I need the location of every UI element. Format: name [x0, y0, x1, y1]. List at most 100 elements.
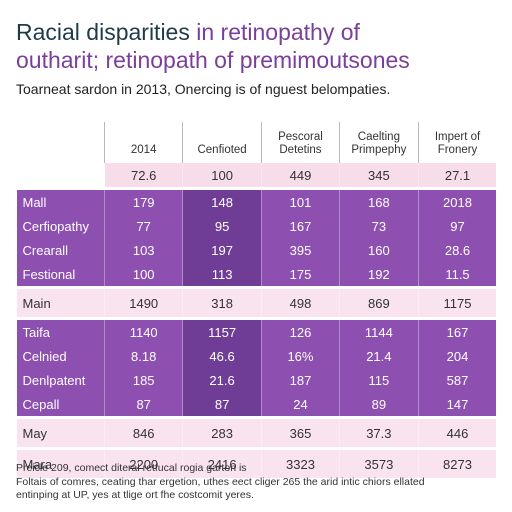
- table-cell: 446: [417, 419, 497, 447]
- table-cell: 87: [103, 392, 183, 416]
- row-label: [16, 163, 105, 187]
- table-row: Mall 179 148 101 168 2018: [16, 190, 497, 214]
- row-label: Cepall: [16, 392, 105, 416]
- row-label: Taifa: [16, 320, 105, 344]
- table-cell: 167: [260, 214, 340, 238]
- table-cell: 167: [417, 320, 497, 344]
- table-cell: 395: [260, 238, 340, 262]
- table-cell: 46.6: [182, 344, 262, 368]
- row-label: Main: [16, 289, 105, 317]
- column-header-corner: [17, 122, 105, 163]
- row-label: May: [16, 419, 105, 447]
- row-label: Festional: [16, 262, 105, 286]
- table-row: Festional 100 113 175 192 11.5: [16, 262, 497, 286]
- title-line1-accent: in retinopathy of: [196, 19, 360, 45]
- table-cell: 147: [417, 392, 497, 416]
- table-cell: 1175: [417, 289, 497, 317]
- table-cell: 3323: [260, 450, 340, 478]
- row-label: Cerfiopathy: [16, 214, 105, 238]
- table-cell: 101: [260, 190, 340, 214]
- table-cell: 175: [260, 262, 340, 286]
- row-spacer: [16, 187, 497, 190]
- data-table-container: 2014 Cenfioted Pescoral Detetins Caelting P…: [16, 122, 497, 478]
- table-cell: 846: [103, 419, 183, 447]
- column-header-4: Caelting Primpephy: [339, 122, 419, 163]
- table-cell: 113: [182, 262, 262, 286]
- footnote-line2: Foltais of comres, ceating thar ergetion…: [16, 475, 425, 488]
- table-cell: 318: [182, 289, 262, 317]
- table-cell: 95: [182, 214, 262, 238]
- table-row: Mara 2200 2416 3323 3573 8273: [16, 450, 497, 478]
- spacer-cell: [16, 447, 497, 450]
- column-header-1: 2014: [103, 122, 183, 163]
- table-cell: 28.6: [417, 238, 497, 262]
- table-cell: 449: [260, 163, 340, 187]
- table-row: Cerfiopathy 77 95 167 73 97: [16, 214, 497, 238]
- spacer-cell: [16, 187, 497, 190]
- table-row: Cepall 87 87 24 89 147: [16, 392, 497, 416]
- table-cell: 24: [260, 392, 340, 416]
- table-cell: 345: [339, 163, 419, 187]
- row-spacer: [16, 447, 497, 450]
- table-cell: 204: [417, 344, 497, 368]
- table-cell: 87: [182, 392, 262, 416]
- table-cell: 3573: [339, 450, 419, 478]
- column-header-3: Pescoral Detetins: [260, 122, 340, 163]
- table-cell: 283: [182, 419, 262, 447]
- column-header-5: Impert of Fronery: [417, 122, 497, 163]
- title-line1-dark: Racial disparities: [16, 19, 197, 45]
- spacer-cell: [16, 286, 497, 289]
- table-row: Crearall 103 197 395 160 28.6: [16, 238, 497, 262]
- table-cell: 185: [103, 368, 183, 392]
- table-cell: 1140: [103, 320, 183, 344]
- table-cell: 192: [339, 262, 419, 286]
- table-cell: 21.6: [182, 368, 262, 392]
- table-cell: 2018: [417, 190, 497, 214]
- table-cell: 73: [339, 214, 419, 238]
- row-label: Denlpatent: [16, 368, 105, 392]
- table-cell: 2416: [182, 450, 262, 478]
- table-cell: 1490: [103, 289, 183, 317]
- table-cell: 498: [260, 289, 340, 317]
- row-spacer: [16, 317, 497, 320]
- spacer-cell: [16, 317, 497, 320]
- row-label: Celnied: [16, 344, 105, 368]
- table-cell: 160: [339, 238, 419, 262]
- table-cell: 100: [103, 262, 183, 286]
- table-cell: 179: [103, 190, 183, 214]
- table-cell: 37.3: [339, 419, 419, 447]
- table-cell: 1157: [182, 320, 262, 344]
- table-cell: 77: [103, 214, 183, 238]
- table-cell: 148: [182, 190, 262, 214]
- row-spacer: [16, 416, 497, 419]
- table-row: Denlpatent 185 21.6 187 115 587: [16, 368, 497, 392]
- row-label: Mara: [16, 450, 105, 478]
- table-cell: 115: [339, 368, 419, 392]
- row-spacer: [16, 286, 497, 289]
- chart-subtitle: Toarneat sardon in 2013, Onercing is of …: [16, 81, 391, 97]
- spacer-cell: [16, 416, 497, 419]
- table-cell: 168: [339, 190, 419, 214]
- table-cell: 2200: [103, 450, 183, 478]
- footnote: Preicle 209, comect diteral retfucal rog…: [16, 462, 496, 503]
- table-row: 72.6 100 449 345 27.1: [16, 163, 497, 187]
- table-cell: 97: [417, 214, 497, 238]
- table-cell: 126: [260, 320, 340, 344]
- data-table: 2014 Cenfioted Pescoral Detetins Caelting P…: [16, 122, 497, 478]
- table-row: Main 1490 318 498 869 1175: [16, 289, 497, 317]
- table-cell: 72.6: [103, 163, 183, 187]
- footnote-line3: entinping at UP, yes at tlige ort fhe co…: [16, 489, 254, 501]
- table-cell: 869: [339, 289, 419, 317]
- table-cell: 8273: [417, 450, 497, 478]
- row-label: Mall: [16, 190, 105, 214]
- column-header-row: 2014 Cenfioted Pescoral Detetins Caelting P…: [17, 122, 497, 163]
- chart-title: Racial disparities in retinopathy of out…: [16, 18, 496, 74]
- footnote-line1: Preicle 209, comect diteral retfucal rog…: [16, 462, 247, 474]
- table-cell: 587: [417, 368, 497, 392]
- table-cell: 11.5: [417, 262, 497, 286]
- column-header-2: Cenfioted: [182, 122, 262, 163]
- table-cell: 100: [182, 163, 262, 187]
- table-cell: 1144: [339, 320, 419, 344]
- table-cell: 16%: [260, 344, 340, 368]
- row-label: Crearall: [16, 238, 105, 262]
